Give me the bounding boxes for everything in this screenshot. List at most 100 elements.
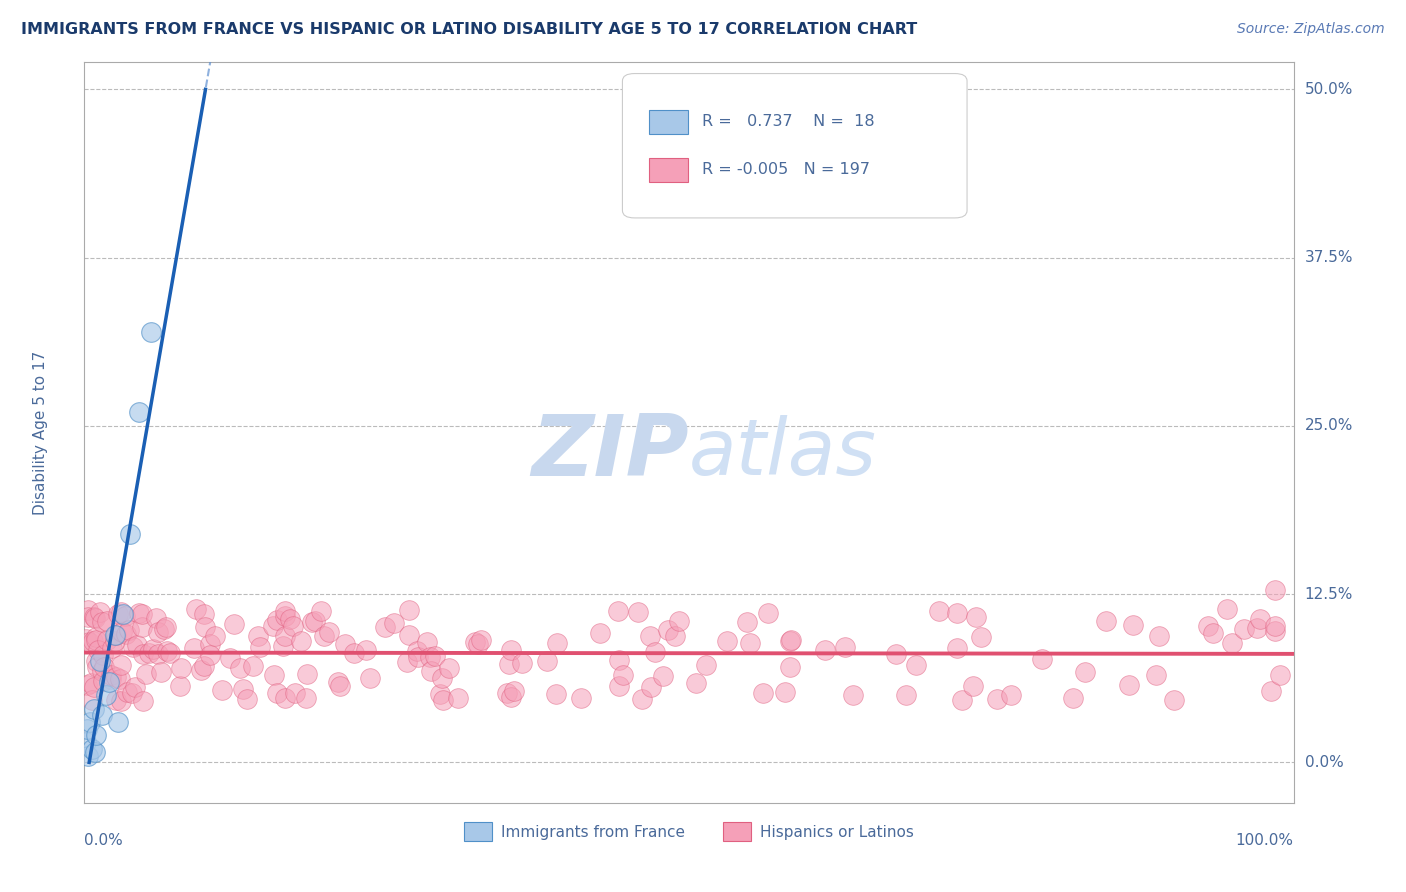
Point [148, 625, 170, 640]
Point [294, 691, 316, 706]
Point [84, 630, 107, 644]
Point [295, 667, 318, 681]
Point [716, 634, 738, 648]
Point [1260, 683, 1282, 698]
Point [183, 641, 205, 656]
Point [91, 708, 114, 723]
Point [756, 606, 779, 620]
Point [122, 640, 145, 655]
Point [159, 646, 181, 660]
Point [184, 601, 207, 615]
Text: 50.0%: 50.0% [1305, 82, 1353, 97]
Point [546, 636, 568, 650]
Point [382, 616, 405, 631]
Point [86, 660, 108, 674]
Point [83, 610, 105, 624]
Point [232, 681, 254, 696]
Point [779, 634, 801, 648]
Point [76, 678, 98, 692]
Text: 37.5%: 37.5% [1305, 250, 1353, 265]
Point [751, 686, 773, 700]
Point [420, 665, 443, 679]
Point [544, 688, 567, 702]
Point [84, 655, 107, 669]
Point [779, 659, 801, 673]
Point [235, 692, 257, 706]
Point [100, 668, 122, 682]
Point [263, 668, 285, 682]
Point [429, 687, 451, 701]
Point [266, 686, 288, 700]
Point [82, 692, 104, 706]
FancyBboxPatch shape [650, 110, 688, 134]
Point [1031, 651, 1053, 665]
Point [894, 688, 917, 702]
Point [228, 661, 250, 675]
Point [170, 661, 193, 675]
Point [290, 633, 312, 648]
Point [281, 618, 304, 632]
Point [510, 657, 533, 671]
Point [148, 647, 170, 661]
Legend: Immigrants from France, Hispanics or Latinos: Immigrants from France, Hispanics or Lat… [458, 816, 920, 847]
Point [169, 679, 191, 693]
Text: Source: ZipAtlas.com: Source: ZipAtlas.com [1237, 22, 1385, 37]
Point [986, 692, 1008, 706]
Point [740, 636, 762, 650]
Point [80, 676, 103, 690]
Point [110, 605, 132, 619]
Point [107, 714, 129, 729]
Point [274, 604, 297, 618]
Point [96, 632, 118, 647]
Point [432, 693, 454, 707]
Point [91, 648, 114, 663]
Point [86, 643, 108, 657]
Point [142, 642, 165, 657]
Point [773, 685, 796, 699]
Point [273, 691, 295, 706]
Point [1144, 668, 1167, 682]
Point [278, 612, 301, 626]
Point [1074, 665, 1097, 679]
Text: 100.0%: 100.0% [1236, 833, 1294, 848]
Text: 12.5%: 12.5% [1305, 587, 1353, 601]
Point [110, 624, 132, 639]
Point [84, 745, 107, 759]
Point [97, 674, 120, 689]
Point [84, 633, 107, 648]
Point [1264, 619, 1286, 633]
Text: ZIP: ZIP [531, 411, 689, 494]
Point [359, 672, 381, 686]
Point [904, 658, 927, 673]
Point [312, 629, 335, 643]
Point [495, 685, 517, 699]
Point [589, 626, 612, 640]
Point [685, 676, 707, 690]
Point [224, 617, 246, 632]
Point [1268, 668, 1291, 682]
Point [110, 657, 132, 672]
FancyBboxPatch shape [623, 73, 967, 218]
Point [607, 653, 630, 667]
Point [1264, 583, 1286, 598]
Point [91, 664, 114, 678]
Point [193, 659, 215, 673]
Point [333, 637, 356, 651]
Point [198, 637, 221, 651]
Point [430, 671, 453, 685]
Point [304, 615, 326, 629]
Point [77, 635, 100, 649]
Point [644, 645, 666, 659]
Point [467, 637, 489, 651]
Point [638, 629, 661, 643]
Point [447, 691, 470, 706]
Point [425, 648, 447, 663]
Point [110, 694, 132, 708]
Point [153, 622, 176, 636]
Point [301, 615, 323, 629]
Point [125, 638, 148, 652]
Point [104, 627, 127, 641]
Point [76, 722, 98, 736]
Point [607, 679, 630, 693]
Point [271, 639, 294, 653]
